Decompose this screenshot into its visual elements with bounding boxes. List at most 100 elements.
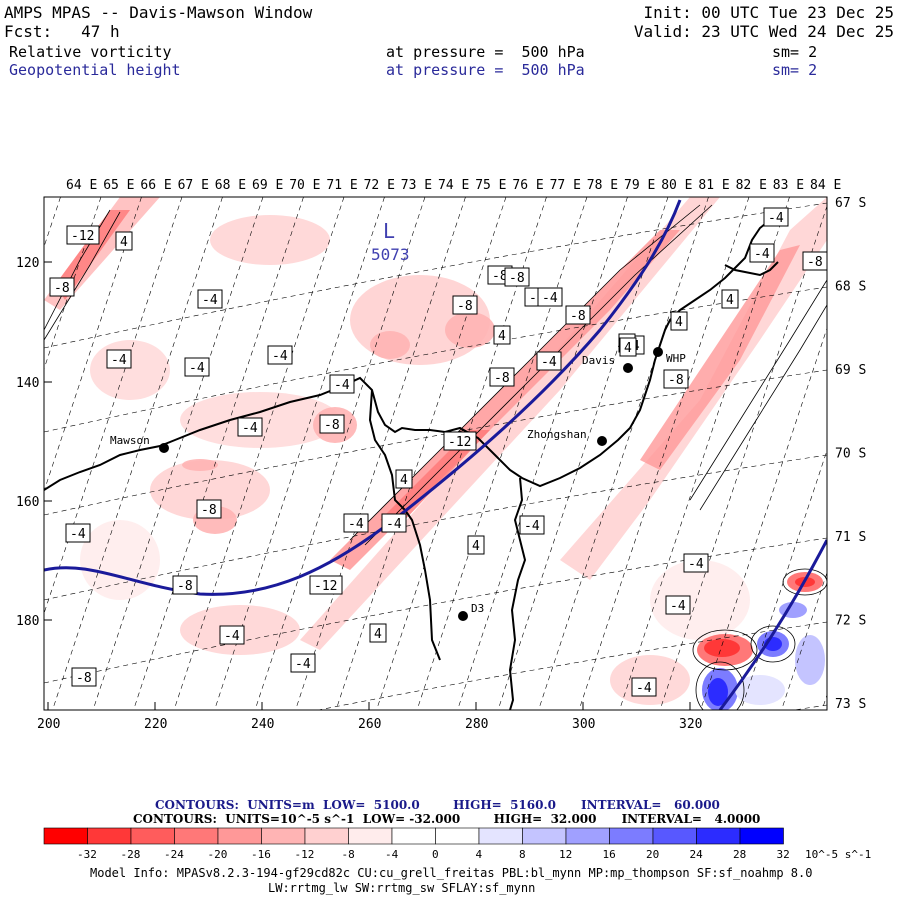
- contour-value-label: -8: [509, 271, 525, 286]
- color-bar-tick: -4: [385, 848, 399, 861]
- contour-value-label: -8: [494, 371, 510, 386]
- contour-value-label: -4: [224, 629, 240, 644]
- color-bar-tick: -8: [342, 848, 355, 861]
- top-lon-label: 77 E: [550, 178, 581, 193]
- contour-value-box: [504, 267, 530, 287]
- bottom-x-label: 280: [465, 717, 488, 732]
- contour-value-label: -4: [70, 527, 86, 542]
- contour-value-label: -4: [636, 681, 652, 696]
- contour-value-label: -12: [71, 229, 94, 244]
- contour-value-box: [290, 653, 316, 673]
- contour-value-box: [343, 513, 369, 533]
- contour-value-label: 4: [498, 329, 506, 344]
- bottom-x-label: 200: [37, 717, 60, 732]
- color-bar-tick: -28: [121, 848, 141, 861]
- contour-value-label: -8: [570, 309, 586, 324]
- color-bar-segment: [174, 827, 219, 845]
- color-bar-tick: 28: [733, 848, 746, 861]
- station-marker: [458, 611, 468, 621]
- contour-value-label: -12: [448, 435, 471, 450]
- contour-value-box: [802, 251, 828, 271]
- contour-value-box: [309, 575, 343, 595]
- contour-value-box: [381, 513, 407, 533]
- station-label: Zhongshan: [527, 428, 587, 441]
- contour-value-box: [670, 311, 688, 331]
- contour-value-box: [106, 349, 132, 369]
- contour-value-box: [115, 231, 133, 251]
- station-marker: [623, 363, 633, 373]
- model-info-line1: Model Info: MPASv8.2.3-194-gf29cd82c CU:…: [90, 866, 813, 880]
- color-bar-segment: [478, 827, 523, 845]
- contour-value-box: [65, 523, 91, 543]
- legend-vorticity-contours: CONTOURS: UNITS=10^-5 s^-1 LOW= -32.000 …: [133, 812, 761, 826]
- contour-value-box: [197, 289, 223, 309]
- color-bar-segment: [652, 827, 697, 845]
- contour-value-label: -12: [314, 579, 337, 594]
- contour-value-label: -4: [754, 247, 770, 262]
- right-lat-label: 73 S: [835, 697, 866, 712]
- contour-value-label: -4: [524, 519, 540, 534]
- legend-height-contours: CONTOURS: UNITS=m LOW= 5100.0 HIGH= 5160…: [155, 798, 720, 812]
- contour-value-box: [369, 623, 387, 643]
- left-y-label: 180: [16, 614, 39, 629]
- color-bar-tick: 20: [646, 848, 659, 861]
- contour-value-label: -4: [189, 361, 205, 376]
- color-bar-tick: 0: [432, 848, 439, 861]
- top-lon-label: 75 E: [475, 178, 506, 193]
- left-y-label: 140: [16, 376, 39, 391]
- contour-value-label: -8: [54, 281, 70, 296]
- contour-value-box: [452, 295, 478, 315]
- contour-value-box: [749, 243, 775, 263]
- contour-value-box: [565, 305, 591, 325]
- field1-level: at pressure = 500 hPa: [386, 43, 585, 61]
- color-bar-tick: -20: [208, 848, 228, 861]
- bottom-x-label: 220: [144, 717, 167, 732]
- color-bar-tick: 12: [559, 848, 572, 861]
- contour-value-label: -4: [242, 421, 258, 436]
- color-bar-segment: [696, 827, 741, 845]
- contour-value-label: -4: [768, 211, 784, 226]
- color-bar-segment: [565, 827, 610, 845]
- station-label: Davis: [582, 354, 615, 367]
- stations: Mawson Davis WHP Zhongshan D3: [110, 347, 686, 621]
- contour-value-box: [467, 535, 485, 555]
- map-frame: [43, 196, 828, 711]
- right-lat-label: 71 S: [835, 530, 866, 545]
- color-bar-segment: [348, 827, 393, 845]
- color-bar-tick: -16: [251, 848, 271, 861]
- color-bar-segment: [130, 827, 175, 845]
- top-lon-label: 82 E: [736, 178, 767, 193]
- right-lat-label: 70 S: [835, 447, 866, 462]
- field1-smoothing: sm= 2: [772, 43, 818, 61]
- contour-value-label: 4: [120, 235, 128, 250]
- station-label: WHP: [666, 352, 686, 365]
- contour-value-label: -4: [670, 599, 686, 614]
- color-bar-segment: [304, 827, 349, 845]
- right-lat-label: 67 S: [835, 196, 866, 211]
- contour-value-box: [721, 289, 739, 309]
- color-bar-tick: 4: [476, 848, 483, 861]
- contour-value-label: -4: [688, 557, 704, 572]
- top-lon-label: 83 E: [773, 178, 804, 193]
- contour-value-label: -8: [492, 269, 508, 284]
- contour-value-box: [66, 225, 100, 245]
- forecast-hour: Fcst: 47 h: [4, 22, 120, 41]
- contour-value-labels: -124-8-4-4-4-4-4-8-4-8-8-4-84-4-8-8-444-…: [49, 207, 828, 697]
- contour-value-box: [49, 277, 75, 297]
- contour-value-label: -4: [542, 291, 558, 306]
- bottom-x-label: 320: [679, 717, 702, 732]
- top-lon-label: 74 E: [438, 178, 469, 193]
- contour-value-box: [763, 207, 789, 227]
- contour-value-label: 4: [624, 341, 632, 356]
- color-bar-segment: [87, 827, 132, 845]
- low-center-value: 5073: [371, 245, 410, 264]
- color-bar-segment: [435, 827, 480, 845]
- contour-value-label: -8: [668, 373, 684, 388]
- contour-value-label: -4: [295, 657, 311, 672]
- top-lon-label: 67 E: [178, 178, 209, 193]
- field1-name: Relative vorticity: [9, 43, 172, 61]
- contour-value-box: [172, 575, 198, 595]
- contour-value-label: -8: [807, 255, 823, 270]
- contour-value-box: [184, 357, 210, 377]
